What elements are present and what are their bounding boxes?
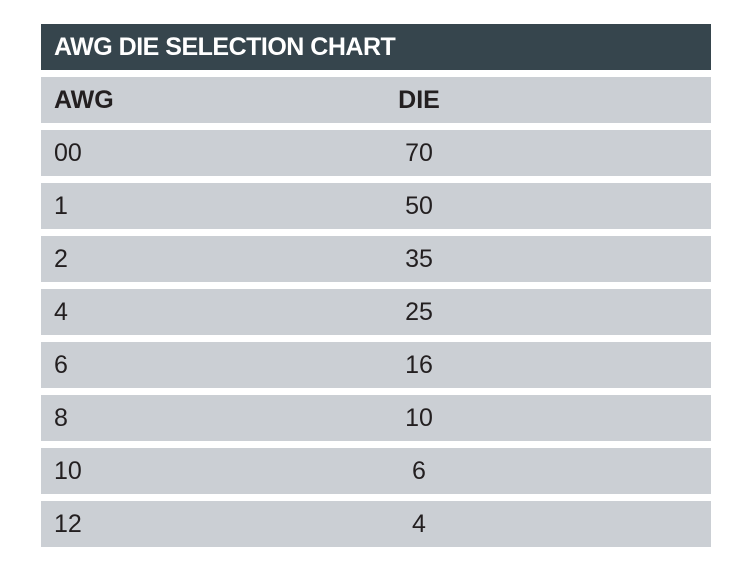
table-row: 10 6: [41, 448, 711, 494]
column-header-die: DIE: [398, 85, 440, 114]
column-header-awg: AWG: [54, 85, 114, 114]
table-row: 1 50: [41, 183, 711, 229]
awg-cell: 6: [54, 350, 68, 379]
die-cell: 10: [405, 403, 433, 432]
table-row: 12 4: [41, 501, 711, 547]
die-cell: 4: [412, 509, 426, 538]
awg-die-selection-chart: AWG DIE SELECTION CHART AWG DIE 00 70 1 …: [41, 24, 711, 547]
table-row: 8 10: [41, 395, 711, 441]
chart-title: AWG DIE SELECTION CHART: [41, 24, 711, 70]
die-cell: 6: [412, 456, 426, 485]
table-header-row: AWG DIE: [41, 77, 711, 123]
die-cell: 25: [405, 297, 433, 326]
die-cell: 16: [405, 350, 433, 379]
die-cell: 50: [405, 191, 433, 220]
die-cell: 70: [405, 138, 433, 167]
awg-cell: 4: [54, 297, 68, 326]
table-row: 2 35: [41, 236, 711, 282]
awg-cell: 10: [54, 456, 82, 485]
awg-cell: 8: [54, 403, 68, 432]
die-cell: 35: [405, 244, 433, 273]
table-row: 6 16: [41, 342, 711, 388]
awg-cell: 00: [54, 138, 82, 167]
table-row: 00 70: [41, 130, 711, 176]
table-row: 4 25: [41, 289, 711, 335]
awg-cell: 2: [54, 244, 68, 273]
awg-cell: 1: [54, 191, 68, 220]
awg-cell: 12: [54, 509, 82, 538]
